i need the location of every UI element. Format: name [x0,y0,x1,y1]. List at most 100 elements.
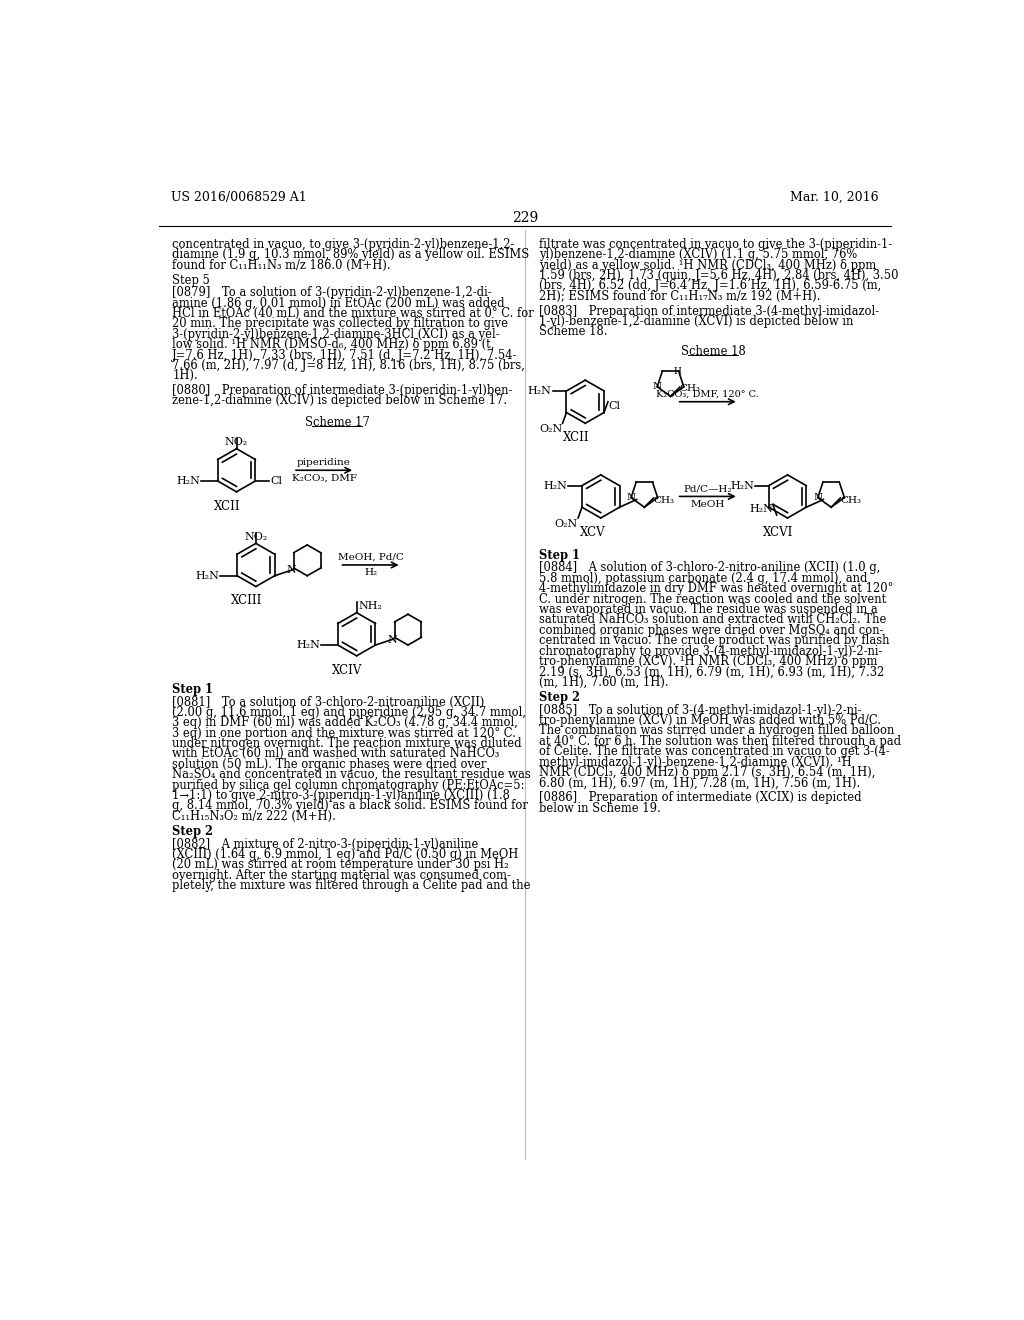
Text: US 2016/0068529 A1: US 2016/0068529 A1 [171,190,306,203]
Text: was evaporated in vacuo. The residue was suspended in a: was evaporated in vacuo. The residue was… [539,603,878,616]
Text: Scheme 18.: Scheme 18. [539,326,607,338]
Text: 3-(pyridin-2-yl)benzene-1,2-diamine-3HCl (XCI) as a yel-: 3-(pyridin-2-yl)benzene-1,2-diamine-3HCl… [172,327,500,341]
Text: XCVI: XCVI [763,525,794,539]
Text: H₂N: H₂N [544,480,567,491]
Text: 4-methylimidazole in dry DMF was heated overnight at 120°: 4-methylimidazole in dry DMF was heated … [539,582,893,595]
Text: Cl: Cl [270,477,282,486]
Text: K₂CO₃, DMF, 120° C.: K₂CO₃, DMF, 120° C. [656,389,759,399]
Text: Cl: Cl [608,401,620,411]
Text: [0885] To a solution of 3-(4-methyl-imidazol-1-yl)-2-ni-: [0885] To a solution of 3-(4-methyl-imid… [539,704,861,717]
Text: combined organic phases were dried over MgSO₄ and con-: combined organic phases were dried over … [539,624,884,636]
Text: H₂: H₂ [364,568,377,577]
Text: Step 2: Step 2 [172,825,213,838]
Text: with EtOAc (60 ml) and washed with saturated NaHCO₃: with EtOAc (60 ml) and washed with satur… [172,747,500,760]
Text: N: N [813,494,822,502]
Text: 1.59 (brs, 2H), 1.73 (quin, J=5.6 Hz, 4H), 2.84 (brs, 4H), 3.50: 1.59 (brs, 2H), 1.73 (quin, J=5.6 Hz, 4H… [539,269,898,282]
Text: O₂N: O₂N [540,424,562,434]
Text: H₂N: H₂N [196,570,219,581]
Text: [0880] Preparation of intermediate 3-(piperidin-1-yl)ben-: [0880] Preparation of intermediate 3-(pi… [172,384,513,396]
Text: H₂N: H₂N [749,503,773,513]
Text: XCIV: XCIV [332,664,362,677]
Text: Step 1: Step 1 [172,682,213,696]
Text: Step 2: Step 2 [539,690,580,704]
Text: (m, 1H), 7.60 (m, 1H).: (m, 1H), 7.60 (m, 1H). [539,676,669,689]
Text: XCV: XCV [581,525,606,539]
Text: H₂N: H₂N [296,640,321,649]
Text: tro-phenylamine (XCV). ¹H NMR (CDCl₃, 400 MHz) δ ppm: tro-phenylamine (XCV). ¹H NMR (CDCl₃, 40… [539,655,878,668]
Text: MeOH: MeOH [690,499,725,508]
Text: g, 8.14 mmol, 70.3% yield) as a black solid. ESIMS found for: g, 8.14 mmol, 70.3% yield) as a black so… [172,800,528,812]
Text: NO₂: NO₂ [245,532,267,541]
Text: Scheme 18: Scheme 18 [681,345,745,358]
Text: 5.8 mmol), potassium carbonate (2.4 g, 17.4 mmol), and: 5.8 mmol), potassium carbonate (2.4 g, 1… [539,572,867,585]
Text: zene-1,2-diamine (XCIV) is depicted below in Scheme 17.: zene-1,2-diamine (XCIV) is depicted belo… [172,395,507,407]
Text: CH₃: CH₃ [680,384,700,393]
Text: 6.80 (m, 1H), 6.97 (m, 1H), 7.28 (m, 1H), 7.56 (m, 1H).: 6.80 (m, 1H), 6.97 (m, 1H), 7.28 (m, 1H)… [539,776,860,789]
Text: Na₂SO₄ and concentrated in vacuo, the resultant residue was: Na₂SO₄ and concentrated in vacuo, the re… [172,768,530,781]
Text: tro-phenylamine (XCV) in MeOH was added with 5% Pd/C.: tro-phenylamine (XCV) in MeOH was added … [539,714,881,727]
Text: 2H); ESIMS found for C₁₁H₁₇N₃ m/z 192 (M+H).: 2H); ESIMS found for C₁₁H₁₇N₃ m/z 192 (M… [539,289,820,302]
Text: piperidine: piperidine [297,458,351,467]
Text: 1-yl)-benzene-1,2-diamine (XCVI) is depicted below in: 1-yl)-benzene-1,2-diamine (XCVI) is depi… [539,315,853,329]
Text: Mar. 10, 2016: Mar. 10, 2016 [791,190,879,203]
Text: H₂N: H₂N [527,385,552,396]
Text: methyl-imidazol-1-yl)-benzene-1,2-diamine (XCVI). ¹H: methyl-imidazol-1-yl)-benzene-1,2-diamin… [539,755,852,768]
Text: C₁₁H₁₅N₃O₂ m/z 222 (M+H).: C₁₁H₁₅N₃O₂ m/z 222 (M+H). [172,810,336,822]
Text: H₂N: H₂N [730,480,754,491]
Text: 20 min. The precipitate was collected by filtration to give: 20 min. The precipitate was collected by… [172,317,508,330]
Text: solution (50 mL). The organic phases were dried over: solution (50 mL). The organic phases wer… [172,758,486,771]
Text: NO₂: NO₂ [225,437,248,447]
Text: below in Scheme 19.: below in Scheme 19. [539,801,660,814]
Text: found for C₁₁H₁₁N₃ m/z 186.0 (M+H).: found for C₁₁H₁₁N₃ m/z 186.0 (M+H). [172,259,391,272]
Text: overnight. After the starting material was consumed com-: overnight. After the starting material w… [172,869,511,882]
Text: [0883] Preparation of intermediate 3-(4-methyl-imidazol-: [0883] Preparation of intermediate 3-(4-… [539,305,879,318]
Text: purified by silica gel column chromatography (PE:EtOAc=5:: purified by silica gel column chromatogr… [172,779,524,792]
Text: 2.19 (s, 3H), 6.53 (m, 1H), 6.79 (m, 1H), 6.93 (m, 1H), 7.32: 2.19 (s, 3H), 6.53 (m, 1H), 6.79 (m, 1H)… [539,665,884,678]
Text: O₂N: O₂N [555,519,579,529]
Text: [0884] A solution of 3-chloro-2-nitro-aniline (XCII) (1.0 g,: [0884] A solution of 3-chloro-2-nitro-an… [539,561,880,574]
Text: (XCIII) (1.64 g, 6.9 mmol, 1 eq) and Pd/C (0.50 g) in MeOH: (XCIII) (1.64 g, 6.9 mmol, 1 eq) and Pd/… [172,847,518,861]
Text: concentrated in vacuo, to give 3-(pyridin-2-yl)benzene-1,2-: concentrated in vacuo, to give 3-(pyridi… [172,238,514,251]
Text: The combination was stirred under a hydrogen filled balloon: The combination was stirred under a hydr… [539,725,894,738]
Text: H₂N: H₂N [176,477,200,486]
Text: NH₂: NH₂ [359,601,383,611]
Text: yield) as a yellow solid. ¹H NMR (CDCl₃, 400 MHz) δ ppm: yield) as a yellow solid. ¹H NMR (CDCl₃,… [539,259,876,272]
Text: K₂CO₃, DMF: K₂CO₃, DMF [292,474,356,482]
Text: NMR (CDCl₃, 400 MHz) δ ppm 2.17 (s, 3H), 6.54 (m, 1H),: NMR (CDCl₃, 400 MHz) δ ppm 2.17 (s, 3H),… [539,766,876,779]
Text: (brs, 4H), 6.52 (dd, J=6.4 Hz, J=1.6 Hz, 1H), 6.59-6.75 (m,: (brs, 4H), 6.52 (dd, J=6.4 Hz, J=1.6 Hz,… [539,280,881,292]
Text: (20 mL) was stirred at room temperature under 30 psi H₂: (20 mL) was stirred at room temperature … [172,858,509,871]
Text: CH₃: CH₃ [841,496,861,504]
Text: 1H).: 1H). [172,370,198,383]
Text: filtrate was concentrated in vacuo to give the 3-(piperidin-1-: filtrate was concentrated in vacuo to gi… [539,238,892,251]
Text: 3 eq) in DMF (60 ml) was added K₂CO₃ (4.78 g, 34.4 mmol,: 3 eq) in DMF (60 ml) was added K₂CO₃ (4.… [172,717,518,729]
Text: chromatography to provide 3-(4-methyl-imidazol-1-yl)-2-ni-: chromatography to provide 3-(4-methyl-im… [539,644,882,657]
Text: MeOH, Pd/C: MeOH, Pd/C [338,553,403,562]
Text: 3 eq) in one portion and the mixture was stirred at 120° C.: 3 eq) in one portion and the mixture was… [172,726,516,739]
Text: CH₃: CH₃ [653,496,675,504]
Text: J=7.6 Hz, 1H), 7.33 (brs, 1H), 7.51 (d, J=7.2 Hz, 1H), 7.54-: J=7.6 Hz, 1H), 7.33 (brs, 1H), 7.51 (d, … [172,348,517,362]
Text: XCII: XCII [214,499,241,512]
Text: C. under nitrogen. The reaction was cooled and the solvent: C. under nitrogen. The reaction was cool… [539,593,886,606]
Text: [0882] A mixture of 2-nitro-3-(piperidin-1-yl)aniline: [0882] A mixture of 2-nitro-3-(piperidin… [172,837,478,850]
Text: H: H [673,367,681,376]
Text: amine (1.86 g, 0.01 mmol) in EtOAc (200 mL) was added: amine (1.86 g, 0.01 mmol) in EtOAc (200 … [172,297,505,310]
Text: diamine (1.9 g, 10.3 mmol, 89% yield) as a yellow oil. ESIMS: diamine (1.9 g, 10.3 mmol, 89% yield) as… [172,248,529,261]
Text: of Celite. The filtrate was concentrated in vacuo to get 3-(4-: of Celite. The filtrate was concentrated… [539,744,890,758]
Text: N: N [652,383,662,391]
Text: [0886] Preparation of intermediate (XCIX) is depicted: [0886] Preparation of intermediate (XCIX… [539,792,861,804]
Text: Pd/C—H₂: Pd/C—H₂ [683,484,732,494]
Text: N: N [388,635,397,644]
Text: under nitrogen overnight. The reaction mixture was diluted: under nitrogen overnight. The reaction m… [172,737,522,750]
Text: HCl in EtOAc (40 mL) and the mixture was stirred at 0° C. for: HCl in EtOAc (40 mL) and the mixture was… [172,308,534,319]
Text: at 40° C. for 6 h. The solution was then filtered through a pad: at 40° C. for 6 h. The solution was then… [539,735,901,747]
Text: centrated in vacuo. The crude product was purified by flash: centrated in vacuo. The crude product wa… [539,635,889,647]
Text: [0881] To a solution of 3-chloro-2-nitroaniline (XCII): [0881] To a solution of 3-chloro-2-nitro… [172,696,484,709]
Text: 1→1:1) to give 2-nitro-3-(piperidin-1-yl)aniline (XCIII) (1.8: 1→1:1) to give 2-nitro-3-(piperidin-1-yl… [172,789,510,803]
Text: low solid. ¹H NMR (DMSO-d₆, 400 MHz) δ ppm 6.89 (t,: low solid. ¹H NMR (DMSO-d₆, 400 MHz) δ p… [172,338,495,351]
Text: N: N [287,565,297,576]
Text: [0879] To a solution of 3-(pyridin-2-yl)benzene-1,2-di-: [0879] To a solution of 3-(pyridin-2-yl)… [172,286,492,300]
Text: (2.00 g, 11.6 mmol, 1 eq) and piperidine (2.95 g, 34.7 mmol,: (2.00 g, 11.6 mmol, 1 eq) and piperidine… [172,706,526,719]
Text: XCIII: XCIII [230,594,262,607]
Text: pletely, the mixture was filtered through a Celite pad and the: pletely, the mixture was filtered throug… [172,879,530,892]
Text: 229: 229 [512,211,538,224]
